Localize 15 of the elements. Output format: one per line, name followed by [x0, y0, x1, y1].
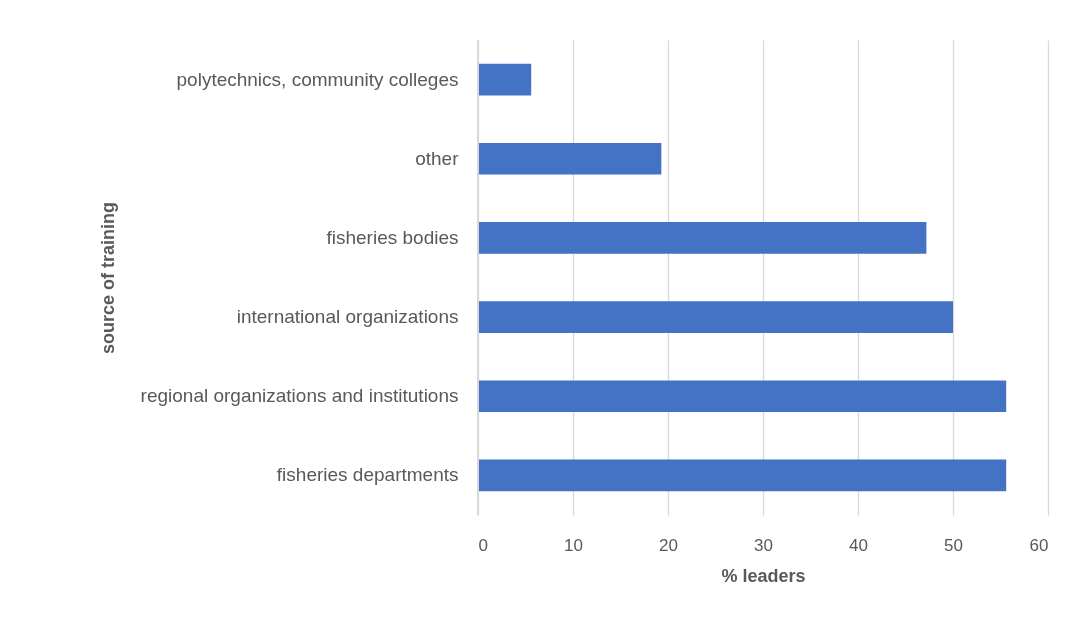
y-tick-label: fisheries bodies	[326, 226, 459, 248]
y-tick-label: international organizations	[236, 306, 459, 328]
x-tick-label: 60	[1029, 535, 1049, 555]
y-axis-title: source of training	[97, 201, 118, 355]
x-tick-label: 50	[944, 535, 963, 555]
y-tick-label: other	[415, 147, 460, 169]
y-tick-label: polytechnics, community colleges	[176, 68, 459, 90]
x-axis-title: % leaders	[721, 565, 806, 586]
x-tick-label: 30	[754, 535, 773, 555]
y-tick-label: fisheries departments	[276, 464, 459, 486]
y-tick-label: regional organizations and institutions	[140, 385, 459, 407]
x-tick-label: 10	[564, 535, 583, 555]
x-tick-label: 0	[478, 535, 488, 555]
x-tick-label: 40	[849, 535, 868, 555]
x-tick-label: 20	[659, 535, 678, 555]
